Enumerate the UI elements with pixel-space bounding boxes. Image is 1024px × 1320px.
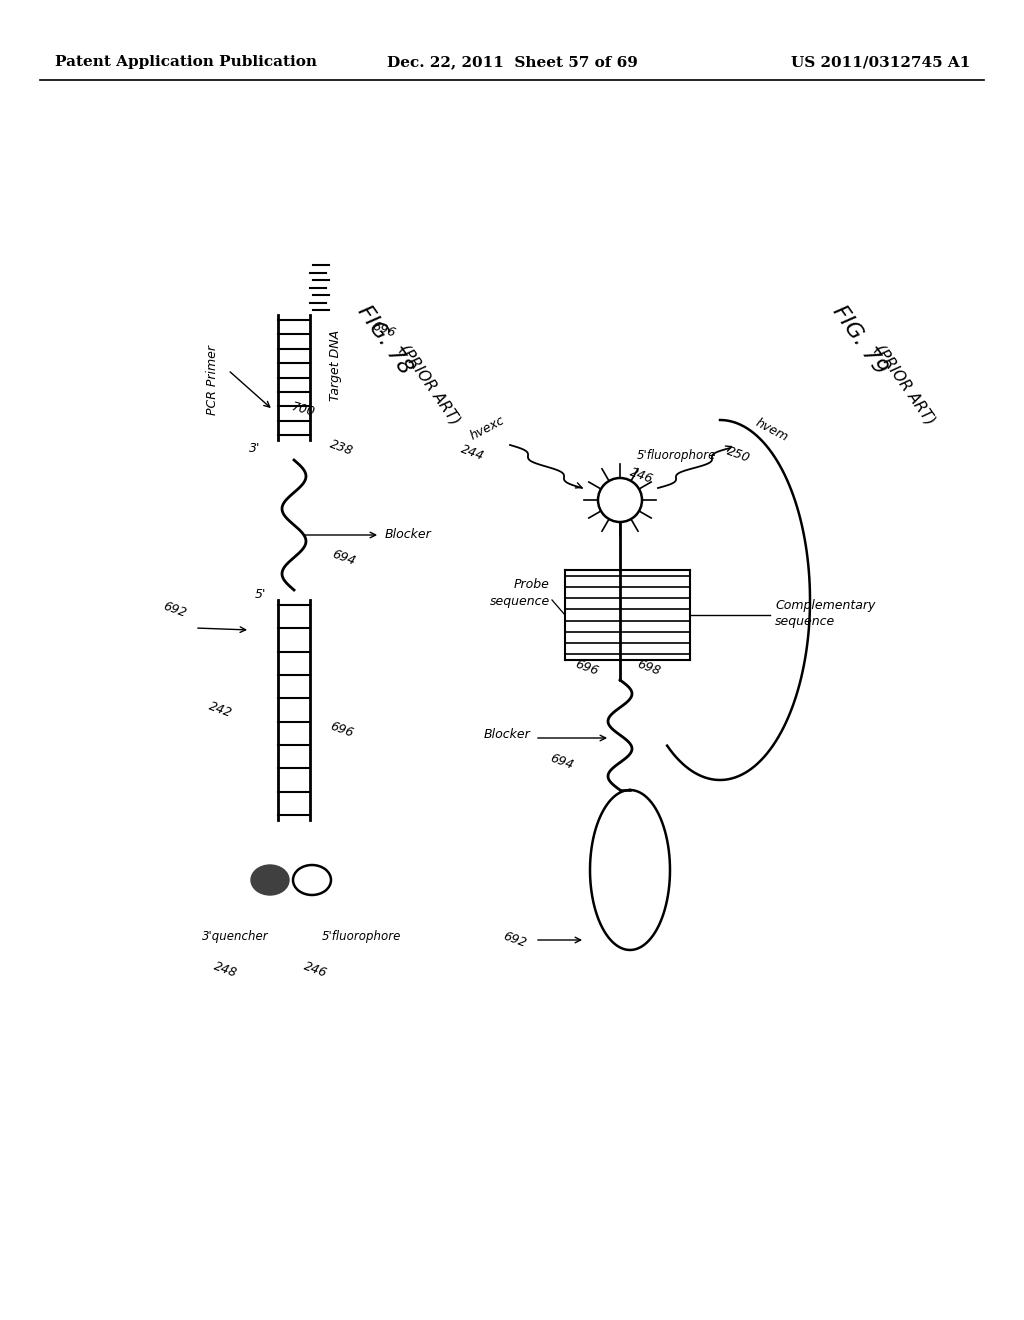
Text: Blocker: Blocker <box>385 528 432 541</box>
Text: Dec. 22, 2011  Sheet 57 of 69: Dec. 22, 2011 Sheet 57 of 69 <box>387 55 637 69</box>
Text: 692: 692 <box>162 599 188 620</box>
Text: 696: 696 <box>328 719 355 741</box>
Text: 700: 700 <box>290 400 316 420</box>
Text: FIG. 79: FIG. 79 <box>829 302 891 378</box>
Text: US 2011/0312745 A1: US 2011/0312745 A1 <box>791 55 970 69</box>
Text: 5'fluorophore: 5'fluorophore <box>322 931 401 942</box>
Text: 246: 246 <box>302 960 329 981</box>
Text: 694: 694 <box>548 752 575 772</box>
Text: 238: 238 <box>328 438 355 458</box>
Text: 244: 244 <box>459 442 485 463</box>
Text: 250: 250 <box>725 445 752 465</box>
Text: Target DNA: Target DNA <box>329 330 341 400</box>
Text: 3'quencher: 3'quencher <box>202 931 268 942</box>
Text: Blocker: Blocker <box>483 729 530 742</box>
Text: 692: 692 <box>502 929 528 950</box>
Text: 694: 694 <box>330 548 357 568</box>
Circle shape <box>598 478 642 521</box>
Text: 696: 696 <box>370 319 397 341</box>
Ellipse shape <box>251 865 289 895</box>
Text: 5': 5' <box>255 589 266 602</box>
Text: hvem: hvem <box>753 416 791 444</box>
Text: sequence: sequence <box>775 615 836 628</box>
Text: 246: 246 <box>628 466 655 486</box>
Text: hvexc: hvexc <box>468 413 507 442</box>
Text: Probe: Probe <box>514 578 550 591</box>
Text: 696: 696 <box>573 657 600 678</box>
Text: 3': 3' <box>249 441 260 454</box>
Text: sequence: sequence <box>489 595 550 609</box>
Ellipse shape <box>293 865 331 895</box>
Text: (PRIOR ART): (PRIOR ART) <box>871 342 938 428</box>
Text: Complementary: Complementary <box>775 598 876 611</box>
Text: 248: 248 <box>212 960 239 981</box>
Text: 698: 698 <box>635 657 662 678</box>
Text: 242: 242 <box>207 700 233 721</box>
Text: Patent Application Publication: Patent Application Publication <box>55 55 317 69</box>
Text: FIG. 78: FIG. 78 <box>354 302 416 378</box>
Text: PCR Primer: PCR Primer <box>207 345 219 414</box>
Text: (PRIOR ART): (PRIOR ART) <box>397 342 463 428</box>
Text: 5'fluorophore: 5'fluorophore <box>637 449 717 462</box>
